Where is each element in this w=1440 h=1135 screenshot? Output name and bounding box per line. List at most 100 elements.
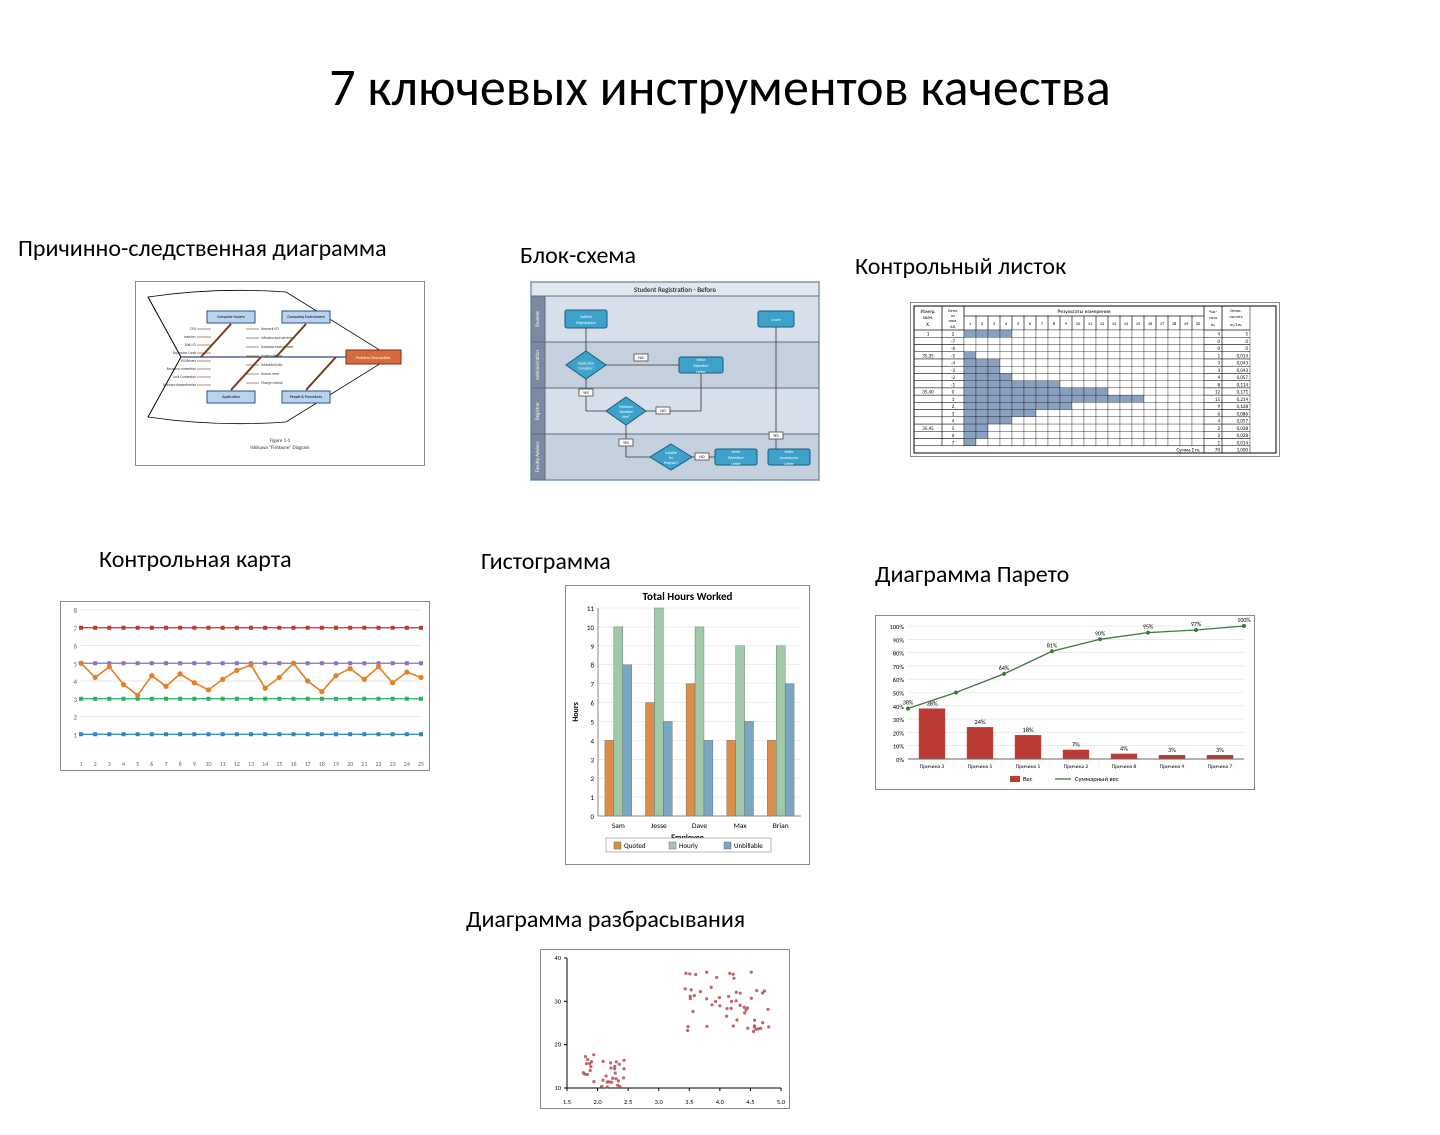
svg-text:Причина 2: Причина 2 xyxy=(1064,764,1089,770)
fishbone-label: Причинно-следственная диаграмма xyxy=(18,234,387,263)
svg-text:Sam: Sam xyxy=(612,822,625,831)
svg-text:Application: Application xyxy=(222,395,239,400)
svg-text:Ishikawa "Fishbone" Diagram: Ishikawa "Fishbone" Diagram xyxy=(250,445,309,451)
svg-text:15: 15 xyxy=(276,760,282,768)
svg-text:Час-: Час- xyxy=(1209,310,1218,315)
svg-text:0,214: 0,214 xyxy=(1237,397,1249,403)
svg-text:3: 3 xyxy=(590,755,594,764)
svg-text:19: 19 xyxy=(1184,322,1189,327)
svg-text:64%: 64% xyxy=(999,664,1010,672)
svg-text:Usage patterns: Usage patterns xyxy=(261,354,283,358)
svg-text:Write: Write xyxy=(784,450,793,455)
svg-text:mᵢ: mᵢ xyxy=(1211,323,1216,328)
svg-text:2: 2 xyxy=(952,332,955,338)
svg-text:Причина 8: Причина 8 xyxy=(1112,764,1137,770)
svg-text:4: 4 xyxy=(590,736,594,745)
svg-text:тота: тота xyxy=(1209,316,1217,321)
svg-text:97%: 97% xyxy=(1191,620,1202,628)
svg-text:Unbillable: Unbillable xyxy=(734,841,763,850)
svg-text:1: 1 xyxy=(590,793,594,802)
svg-text:95%: 95% xyxy=(1143,623,1154,631)
svg-text:Brian: Brian xyxy=(773,822,789,831)
svg-text:Относ.: Относ. xyxy=(1230,309,1242,314)
svg-text:12: 12 xyxy=(1100,322,1105,327)
svg-text:7: 7 xyxy=(952,440,955,446)
svg-text:18: 18 xyxy=(1172,322,1177,327)
svg-text:YES: YES xyxy=(773,434,779,439)
svg-text:5: 5 xyxy=(590,717,594,726)
svg-text:Submit: Submit xyxy=(580,315,592,320)
histogram-label: Гистограмма xyxy=(481,547,571,576)
svg-text:4: 4 xyxy=(73,677,77,686)
svg-text:17: 17 xyxy=(1160,322,1165,327)
svg-text:mᵢ/Σmᵢ: mᵢ/Σmᵢ xyxy=(1230,323,1242,328)
svg-text:YES: YES xyxy=(623,441,629,446)
svg-text:Change control: Change control xyxy=(261,381,283,385)
svg-text:8: 8 xyxy=(179,760,182,768)
svg-text:People & Procedures: People & Procedures xyxy=(290,395,323,400)
svg-text:7: 7 xyxy=(164,760,167,768)
svg-text:25: 25 xyxy=(418,760,424,768)
svg-text:Scheduled jobs: Scheduled jobs xyxy=(261,363,283,367)
svg-text:38%: 38% xyxy=(903,698,914,706)
checksheet-label: Контрольный листок xyxy=(855,252,1066,281)
svg-text:Standard: Standard xyxy=(619,410,632,414)
svg-text:6: 6 xyxy=(590,699,594,708)
svg-text:4.0: 4.0 xyxy=(716,1098,725,1106)
svg-text:Rejection: Rejection xyxy=(728,456,743,461)
svg-text:1,000: 1,000 xyxy=(1237,448,1249,454)
svg-text:4: 4 xyxy=(952,419,955,425)
svg-text:0%: 0% xyxy=(896,756,904,764)
svg-text:18: 18 xyxy=(319,760,325,768)
svg-text:Причина 3: Причина 3 xyxy=(920,764,945,770)
svg-text:Network I/O: Network I/O xyxy=(261,327,279,331)
svg-text:11: 11 xyxy=(220,760,226,768)
svg-text:5.0: 5.0 xyxy=(777,1098,786,1106)
pareto-label: Диаграмма Парето xyxy=(875,560,1069,589)
svg-text:Причина 7: Причина 7 xyxy=(1208,764,1233,770)
pareto-thumb: 0%10%20%30%40%50%60%70%80%90%100%38%Прич… xyxy=(875,615,1255,790)
svg-text:20: 20 xyxy=(554,1041,561,1049)
svg-text:Complete?: Complete? xyxy=(578,367,594,371)
svg-text:3: 3 xyxy=(73,695,77,704)
svg-text:Причина 5: Причина 5 xyxy=(968,764,993,770)
svg-text:Letter: Letter xyxy=(731,462,741,467)
svg-text:0,057: 0,057 xyxy=(1237,375,1249,381)
svg-text:Acceptance: Acceptance xyxy=(780,456,799,461)
svg-text:2.5: 2.5 xyxy=(624,1098,632,1106)
svg-text:20: 20 xyxy=(1196,322,1201,327)
svg-text:Student Registration - Before: Student Registration - Before xyxy=(634,285,716,294)
svg-text:Suitable: Suitable xyxy=(665,451,677,455)
svg-text:8: 8 xyxy=(73,606,77,615)
svg-text:4%: 4% xyxy=(1120,745,1128,753)
svg-text:0,114: 0,114 xyxy=(1237,382,1249,388)
svg-text:Причина 1: Причина 1 xyxy=(1016,764,1041,770)
svg-text:Application: Application xyxy=(578,362,595,366)
svg-text:NO: NO xyxy=(699,455,705,460)
svg-text:16: 16 xyxy=(290,760,296,768)
svg-text:for: for xyxy=(669,456,674,460)
svg-text:3: 3 xyxy=(952,411,955,417)
svg-text:5: 5 xyxy=(136,760,139,768)
svg-text:22: 22 xyxy=(375,760,381,768)
svg-text:18%: 18% xyxy=(1022,726,1034,734)
svg-text:16: 16 xyxy=(1148,322,1153,327)
svg-text:Dave: Dave xyxy=(692,822,707,831)
svg-text:Leave: Leave xyxy=(771,318,780,323)
svg-text:60%: 60% xyxy=(893,676,905,684)
svg-text:Minimum: Minimum xyxy=(619,405,633,409)
svg-text:24: 24 xyxy=(404,760,410,768)
svg-text:100%: 100% xyxy=(889,623,904,631)
svg-text:Expansion Cards: Expansion Cards xyxy=(173,351,197,355)
svg-text:0,128: 0,128 xyxy=(1237,404,1249,410)
svg-text:35,35: 35,35 xyxy=(922,353,934,359)
svg-text:Registration: Registration xyxy=(576,321,595,326)
checksheet-thumb: Измер.знач.XᵢОткл.отном.ΔXᵢРезультаты из… xyxy=(910,302,1280,457)
svg-text:Причина 4: Причина 4 xyxy=(1160,764,1185,770)
svg-text:80%: 80% xyxy=(893,650,905,658)
svg-text:1: 1 xyxy=(79,760,82,768)
svg-text:24%: 24% xyxy=(974,718,986,726)
flowchart-thumb: Student Registration - BeforeStudentAdmi… xyxy=(530,281,820,481)
svg-text:Write: Write xyxy=(696,358,705,363)
svg-text:3%: 3% xyxy=(1216,746,1224,754)
